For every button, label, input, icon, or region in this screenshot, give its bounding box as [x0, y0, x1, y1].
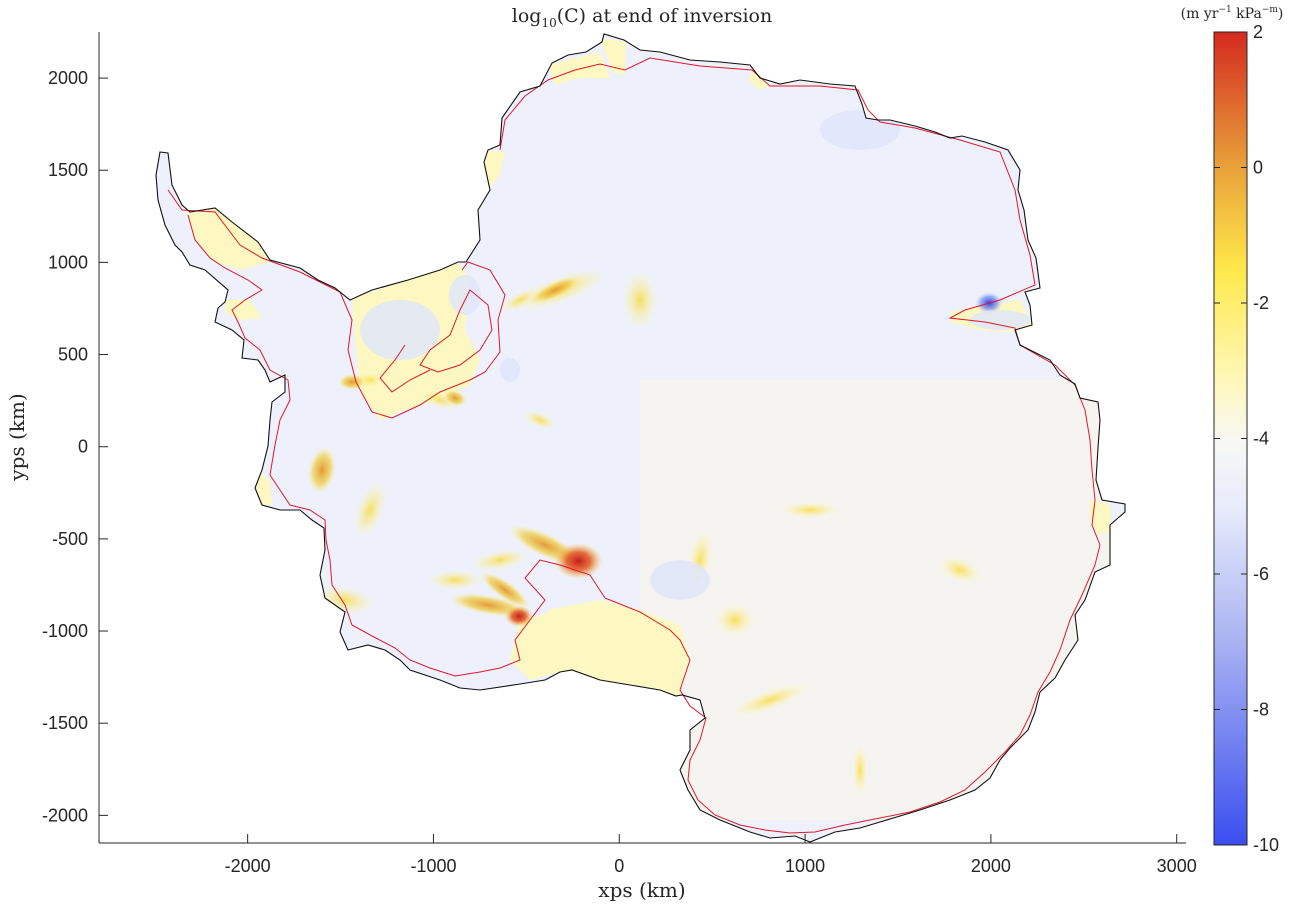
- high-friction-spot: [554, 542, 603, 579]
- y-tick-label: -500: [52, 529, 88, 549]
- grounding-line-weddell: [379, 289, 493, 393]
- colorbar-tick-label: -2: [1253, 293, 1269, 313]
- colorbar-label-mid: kPa: [1232, 6, 1262, 22]
- colorbar-ticks: 2 0 -2 -4 -6 -8 -10: [1214, 22, 1279, 855]
- ice-stream: [938, 556, 982, 584]
- colorbar-label-pre: (m yr: [1181, 6, 1219, 22]
- fast-flow-stream: [307, 446, 337, 494]
- ice-shelf: [255, 470, 272, 505]
- title-sub: 10: [541, 16, 556, 30]
- fast-flow-stream: [338, 374, 366, 390]
- ice-stream: [622, 270, 658, 330]
- y-tick-label: 0: [78, 437, 88, 457]
- coastline: [155, 33, 1126, 843]
- ice-stream: [852, 744, 868, 796]
- ice-stream: [353, 481, 387, 539]
- chart-title: log10(C) at end of inversion: [512, 5, 772, 30]
- colorbar-label-sup2: −m: [1262, 5, 1279, 15]
- colorbar-tick-label: -4: [1253, 429, 1269, 449]
- ice-stream: [421, 389, 459, 411]
- title-post: (C) at end of inversion: [557, 5, 772, 27]
- ice-stream: [732, 683, 808, 717]
- x-tick-label: 2000: [971, 856, 1011, 876]
- title-pre: log: [512, 5, 542, 27]
- x-tick-label: -2000: [225, 856, 271, 876]
- ice-stream: [470, 548, 530, 572]
- colorbar-tick-label: -6: [1253, 564, 1269, 584]
- fast-flow-stream: [479, 571, 531, 609]
- ice-stream: [715, 604, 755, 636]
- x-tick-label: -1000: [410, 856, 456, 876]
- colorbar-label-sup1: −1: [1218, 5, 1231, 15]
- ice-stream: [427, 570, 483, 590]
- antarctica-map: [155, 33, 1126, 843]
- ice-stream: [522, 410, 558, 430]
- low-friction-patch: [820, 110, 900, 150]
- fast-flow-stream: [529, 276, 581, 304]
- colorbar-label-post: ): [1278, 6, 1283, 22]
- ice-shelf: [510, 610, 688, 696]
- x-axis-ticks: -2000 -1000 0 1000 2000 3000: [225, 834, 1197, 876]
- y-axis-ticks: -2000 -1500 -1000 -500 0 500 1000 1500 2000: [42, 68, 108, 825]
- colorbar-tick-label: -10: [1253, 835, 1279, 855]
- ice-shelf: [548, 52, 610, 85]
- x-tick-label: 0: [614, 856, 624, 876]
- colorbar: 2 0 -2 -4 -6 -8 -10 (m yr−1 kPa−m): [1181, 5, 1284, 855]
- x-tick-label: 3000: [1157, 856, 1197, 876]
- low-friction-patch: [650, 560, 710, 600]
- high-friction-spot: [504, 605, 533, 627]
- ice-shelf: [600, 38, 626, 75]
- colorbar-tick-label: 2: [1253, 22, 1263, 42]
- low-friction-patch: [449, 275, 481, 315]
- x-axis-label: xps (km): [598, 878, 685, 902]
- grounding-line: [167, 57, 1101, 834]
- ice-stream: [500, 287, 540, 313]
- y-axis-label: yps (km): [5, 393, 29, 481]
- ice-stream: [780, 502, 840, 518]
- colorbar-label: (m yr−1 kPa−m): [1181, 5, 1284, 22]
- low-friction-patch: [360, 300, 440, 360]
- x-tick-label: 1000: [785, 856, 825, 876]
- y-tick-label: 1500: [48, 160, 88, 180]
- low-friction-patch: [970, 310, 1030, 330]
- y-tick-label: 2000: [48, 68, 88, 88]
- plot-axes: [98, 32, 1186, 844]
- y-tick-label: 500: [58, 345, 88, 365]
- low-friction-patch: [500, 358, 520, 382]
- y-tick-label: -1500: [42, 713, 88, 733]
- y-tick-label: 1000: [48, 252, 88, 272]
- y-tick-label: -2000: [42, 805, 88, 825]
- colorbar-tick-label: 0: [1253, 158, 1263, 178]
- ice-shelf: [186, 208, 270, 270]
- y-tick-label: -1000: [42, 621, 88, 641]
- field-warm-tint: [640, 380, 1110, 820]
- ice-shelf: [1090, 500, 1112, 535]
- colorbar-tick-label: -8: [1253, 700, 1269, 720]
- fast-flow-stream: [443, 389, 467, 407]
